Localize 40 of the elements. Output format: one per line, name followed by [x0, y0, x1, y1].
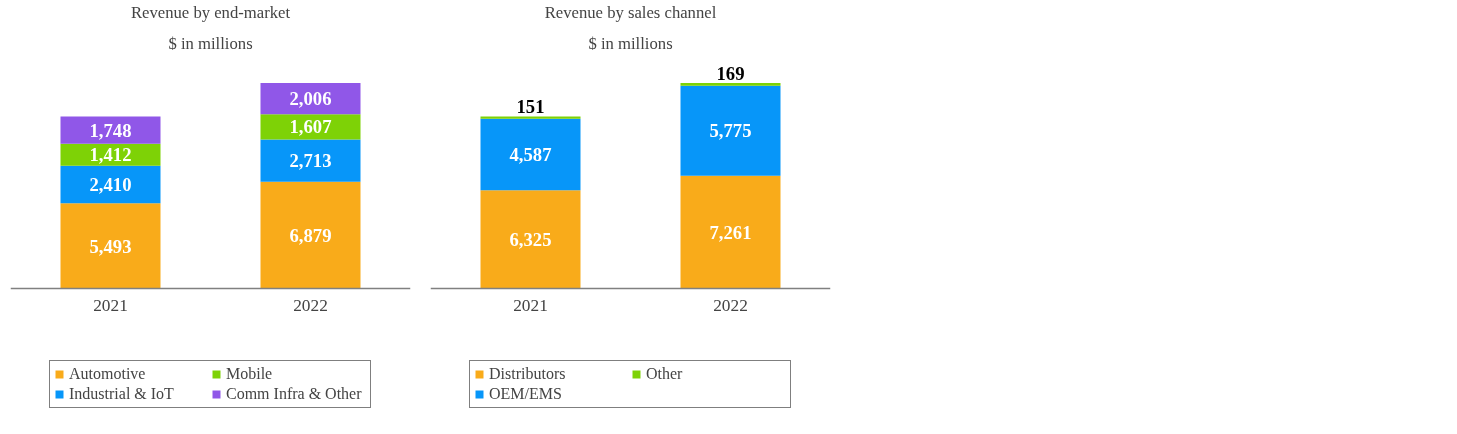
legend-label: Distributors — [489, 365, 567, 383]
data-label: 1,412 — [89, 144, 132, 166]
legend-label: Other — [646, 365, 684, 383]
legend-label: Industrial & IoT — [69, 385, 175, 403]
legend-label: Automotive — [69, 365, 147, 383]
data-label: 5,775 — [709, 120, 752, 142]
data-label: 2,006 — [289, 88, 332, 110]
bar — [260, 181, 361, 289]
data-label: 4,587 — [509, 144, 552, 166]
data-label: 151 — [516, 96, 545, 118]
x-tick-label: 2021 — [513, 295, 548, 315]
chart-subtitle: $ in millions — [168, 33, 253, 53]
bar — [680, 83, 781, 86]
data-label: 2,713 — [289, 150, 332, 172]
bar — [60, 165, 161, 204]
bar — [480, 118, 581, 191]
x-tick-label: 2022 — [293, 295, 328, 315]
chart-subtitle: $ in millions — [588, 33, 673, 53]
legend-label: OEM/EMS — [489, 385, 563, 403]
bar — [260, 139, 361, 182]
chart-title: Revenue by sales channel — [544, 2, 717, 22]
x-tick-label: 2021 — [93, 295, 128, 315]
data-label: 1,748 — [89, 119, 132, 141]
data-label: 2,410 — [89, 174, 132, 196]
x-tick-label: 2022 — [713, 295, 748, 315]
bar — [60, 116, 161, 144]
data-label: 5,493 — [89, 235, 132, 257]
legend-label: Comm Infra & Other — [226, 385, 363, 403]
data-label: 169 — [716, 63, 745, 85]
data-label: 7,261 — [709, 221, 752, 243]
bar — [480, 190, 581, 289]
bar — [60, 203, 161, 289]
data-label: 6,879 — [289, 224, 332, 246]
data-label: 6,325 — [509, 229, 552, 251]
bar — [680, 85, 781, 176]
bar — [680, 175, 781, 289]
chart-title: Revenue by end-market — [130, 2, 291, 22]
bar — [480, 116, 581, 119]
data-label: 1,607 — [289, 116, 332, 138]
legend-label: Mobile — [226, 365, 274, 383]
